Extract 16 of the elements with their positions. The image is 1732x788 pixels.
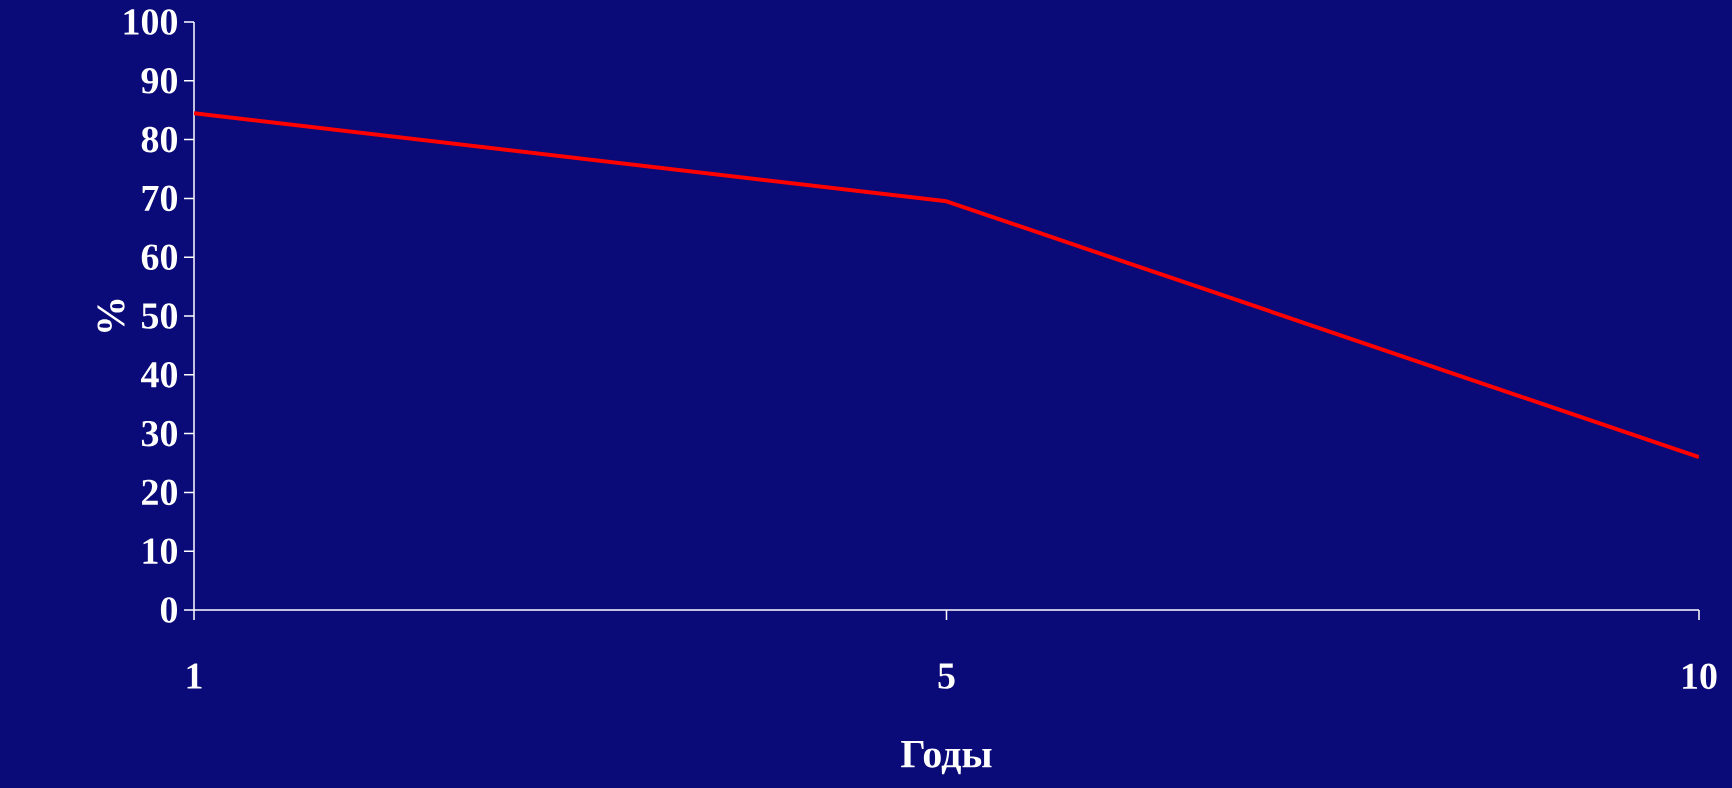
y-tick-label: 60 (141, 244, 178, 271)
y-tick-label: 100 (124, 9, 178, 35)
y-tick-label: 90 (141, 67, 178, 94)
y-tick-label: 50 (141, 303, 178, 329)
y-tick-label: 10 (143, 538, 178, 565)
y-tick-label: 0 (160, 597, 178, 623)
y-tick-label: 80 (141, 126, 178, 153)
y-axis-title: % (97, 299, 125, 332)
x-tick-label: 1 (187, 663, 202, 689)
x-axis-title: Годы (901, 741, 992, 775)
x-tick-label: 10 (1683, 663, 1717, 690)
y-tick-label: 30 (141, 420, 178, 447)
y-tick-label: 70 (142, 185, 178, 212)
y-tick-label: 40 (140, 361, 178, 388)
x-tick-label: 5 (938, 663, 955, 689)
y-tick-label: 20 (142, 479, 178, 506)
